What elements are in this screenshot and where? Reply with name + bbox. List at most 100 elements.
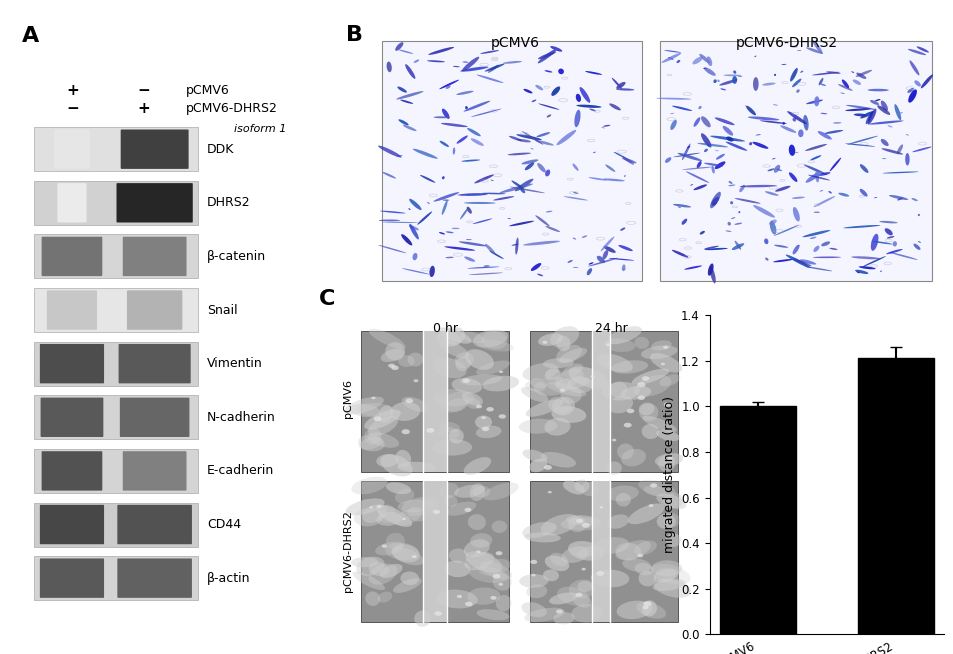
Ellipse shape [805,99,822,104]
Ellipse shape [800,71,802,73]
Ellipse shape [530,560,537,564]
Ellipse shape [825,71,840,74]
Ellipse shape [572,237,576,239]
Text: E-cadherin: E-cadherin [207,464,274,477]
Ellipse shape [856,73,865,79]
Ellipse shape [414,60,418,63]
Ellipse shape [364,428,380,445]
Ellipse shape [609,103,620,111]
Ellipse shape [349,404,379,417]
Bar [360,481,508,621]
Ellipse shape [521,522,557,538]
Ellipse shape [880,101,887,111]
Ellipse shape [892,241,896,247]
Ellipse shape [685,171,709,183]
Ellipse shape [368,564,396,585]
Ellipse shape [550,326,578,347]
Ellipse shape [515,237,518,254]
Ellipse shape [696,161,700,168]
Ellipse shape [576,94,580,102]
Ellipse shape [537,52,556,60]
Ellipse shape [573,192,578,194]
FancyBboxPatch shape [41,398,103,437]
Ellipse shape [492,573,511,591]
Ellipse shape [576,105,601,108]
Ellipse shape [413,379,418,382]
Ellipse shape [482,483,518,500]
Ellipse shape [888,195,907,200]
Text: 24 hr: 24 hr [594,322,627,335]
Ellipse shape [502,61,521,63]
Ellipse shape [461,392,482,405]
Ellipse shape [577,581,592,592]
Ellipse shape [907,90,916,103]
Ellipse shape [598,506,602,508]
Ellipse shape [689,184,693,186]
Ellipse shape [398,119,408,126]
FancyBboxPatch shape [47,290,97,330]
Ellipse shape [544,70,552,73]
Ellipse shape [433,439,472,456]
Ellipse shape [581,235,587,238]
Ellipse shape [476,75,503,83]
Ellipse shape [792,207,799,222]
Ellipse shape [706,56,712,66]
Ellipse shape [714,150,718,151]
Ellipse shape [651,560,681,576]
Ellipse shape [542,570,558,581]
Ellipse shape [637,396,644,400]
Ellipse shape [498,370,502,373]
Ellipse shape [743,105,747,107]
Ellipse shape [606,515,628,529]
Ellipse shape [785,254,810,268]
Ellipse shape [776,169,781,171]
Ellipse shape [642,606,648,610]
Bar [857,358,933,634]
Ellipse shape [814,171,819,182]
Ellipse shape [813,196,835,207]
Text: −: − [67,101,79,116]
Ellipse shape [386,533,404,550]
Ellipse shape [711,197,719,205]
Ellipse shape [804,144,826,151]
Ellipse shape [707,264,713,276]
Ellipse shape [904,153,908,165]
Ellipse shape [859,189,866,197]
Ellipse shape [619,228,625,231]
Text: +: + [67,83,79,98]
Ellipse shape [405,64,415,79]
Ellipse shape [807,175,829,181]
Ellipse shape [377,245,406,253]
Ellipse shape [556,336,570,351]
Ellipse shape [656,513,675,529]
Ellipse shape [611,360,647,373]
Ellipse shape [789,68,797,82]
Ellipse shape [817,131,831,139]
Ellipse shape [556,130,576,145]
Ellipse shape [362,504,387,523]
Ellipse shape [634,337,648,349]
Ellipse shape [344,397,383,414]
Ellipse shape [745,106,755,115]
Ellipse shape [842,225,880,228]
Ellipse shape [554,369,583,388]
Ellipse shape [620,449,645,466]
Ellipse shape [641,416,677,432]
Ellipse shape [911,146,931,152]
Bar [720,406,795,634]
Ellipse shape [809,155,821,160]
Ellipse shape [794,152,798,153]
Ellipse shape [813,96,819,107]
Ellipse shape [441,200,447,215]
Ellipse shape [433,509,439,514]
Ellipse shape [557,587,590,606]
Ellipse shape [414,610,431,627]
Ellipse shape [747,116,779,120]
Ellipse shape [377,592,392,602]
Ellipse shape [894,104,901,120]
Ellipse shape [802,115,808,131]
Ellipse shape [590,570,629,587]
Ellipse shape [837,84,852,91]
Y-axis label: migrated distance (ratio): migrated distance (ratio) [661,396,675,553]
Ellipse shape [703,148,707,152]
